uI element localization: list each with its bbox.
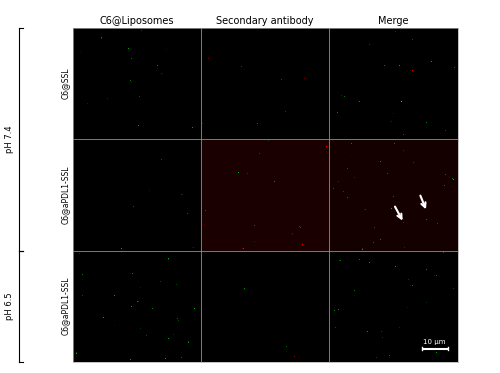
- Text: pH 7.4: pH 7.4: [4, 125, 14, 153]
- Text: pH 6.5: pH 6.5: [4, 292, 14, 320]
- Text: C6@SSL: C6@SSL: [61, 68, 70, 99]
- Text: 10 μm: 10 μm: [424, 339, 446, 345]
- Text: C6@aPDL1-SSL: C6@aPDL1-SSL: [61, 277, 70, 335]
- Text: Merge: Merge: [378, 16, 408, 26]
- Text: Secondary antibody: Secondary antibody: [216, 16, 314, 26]
- Text: C6@aPDL1-SSL: C6@aPDL1-SSL: [61, 166, 70, 224]
- Text: C6@Liposomes: C6@Liposomes: [100, 16, 174, 26]
